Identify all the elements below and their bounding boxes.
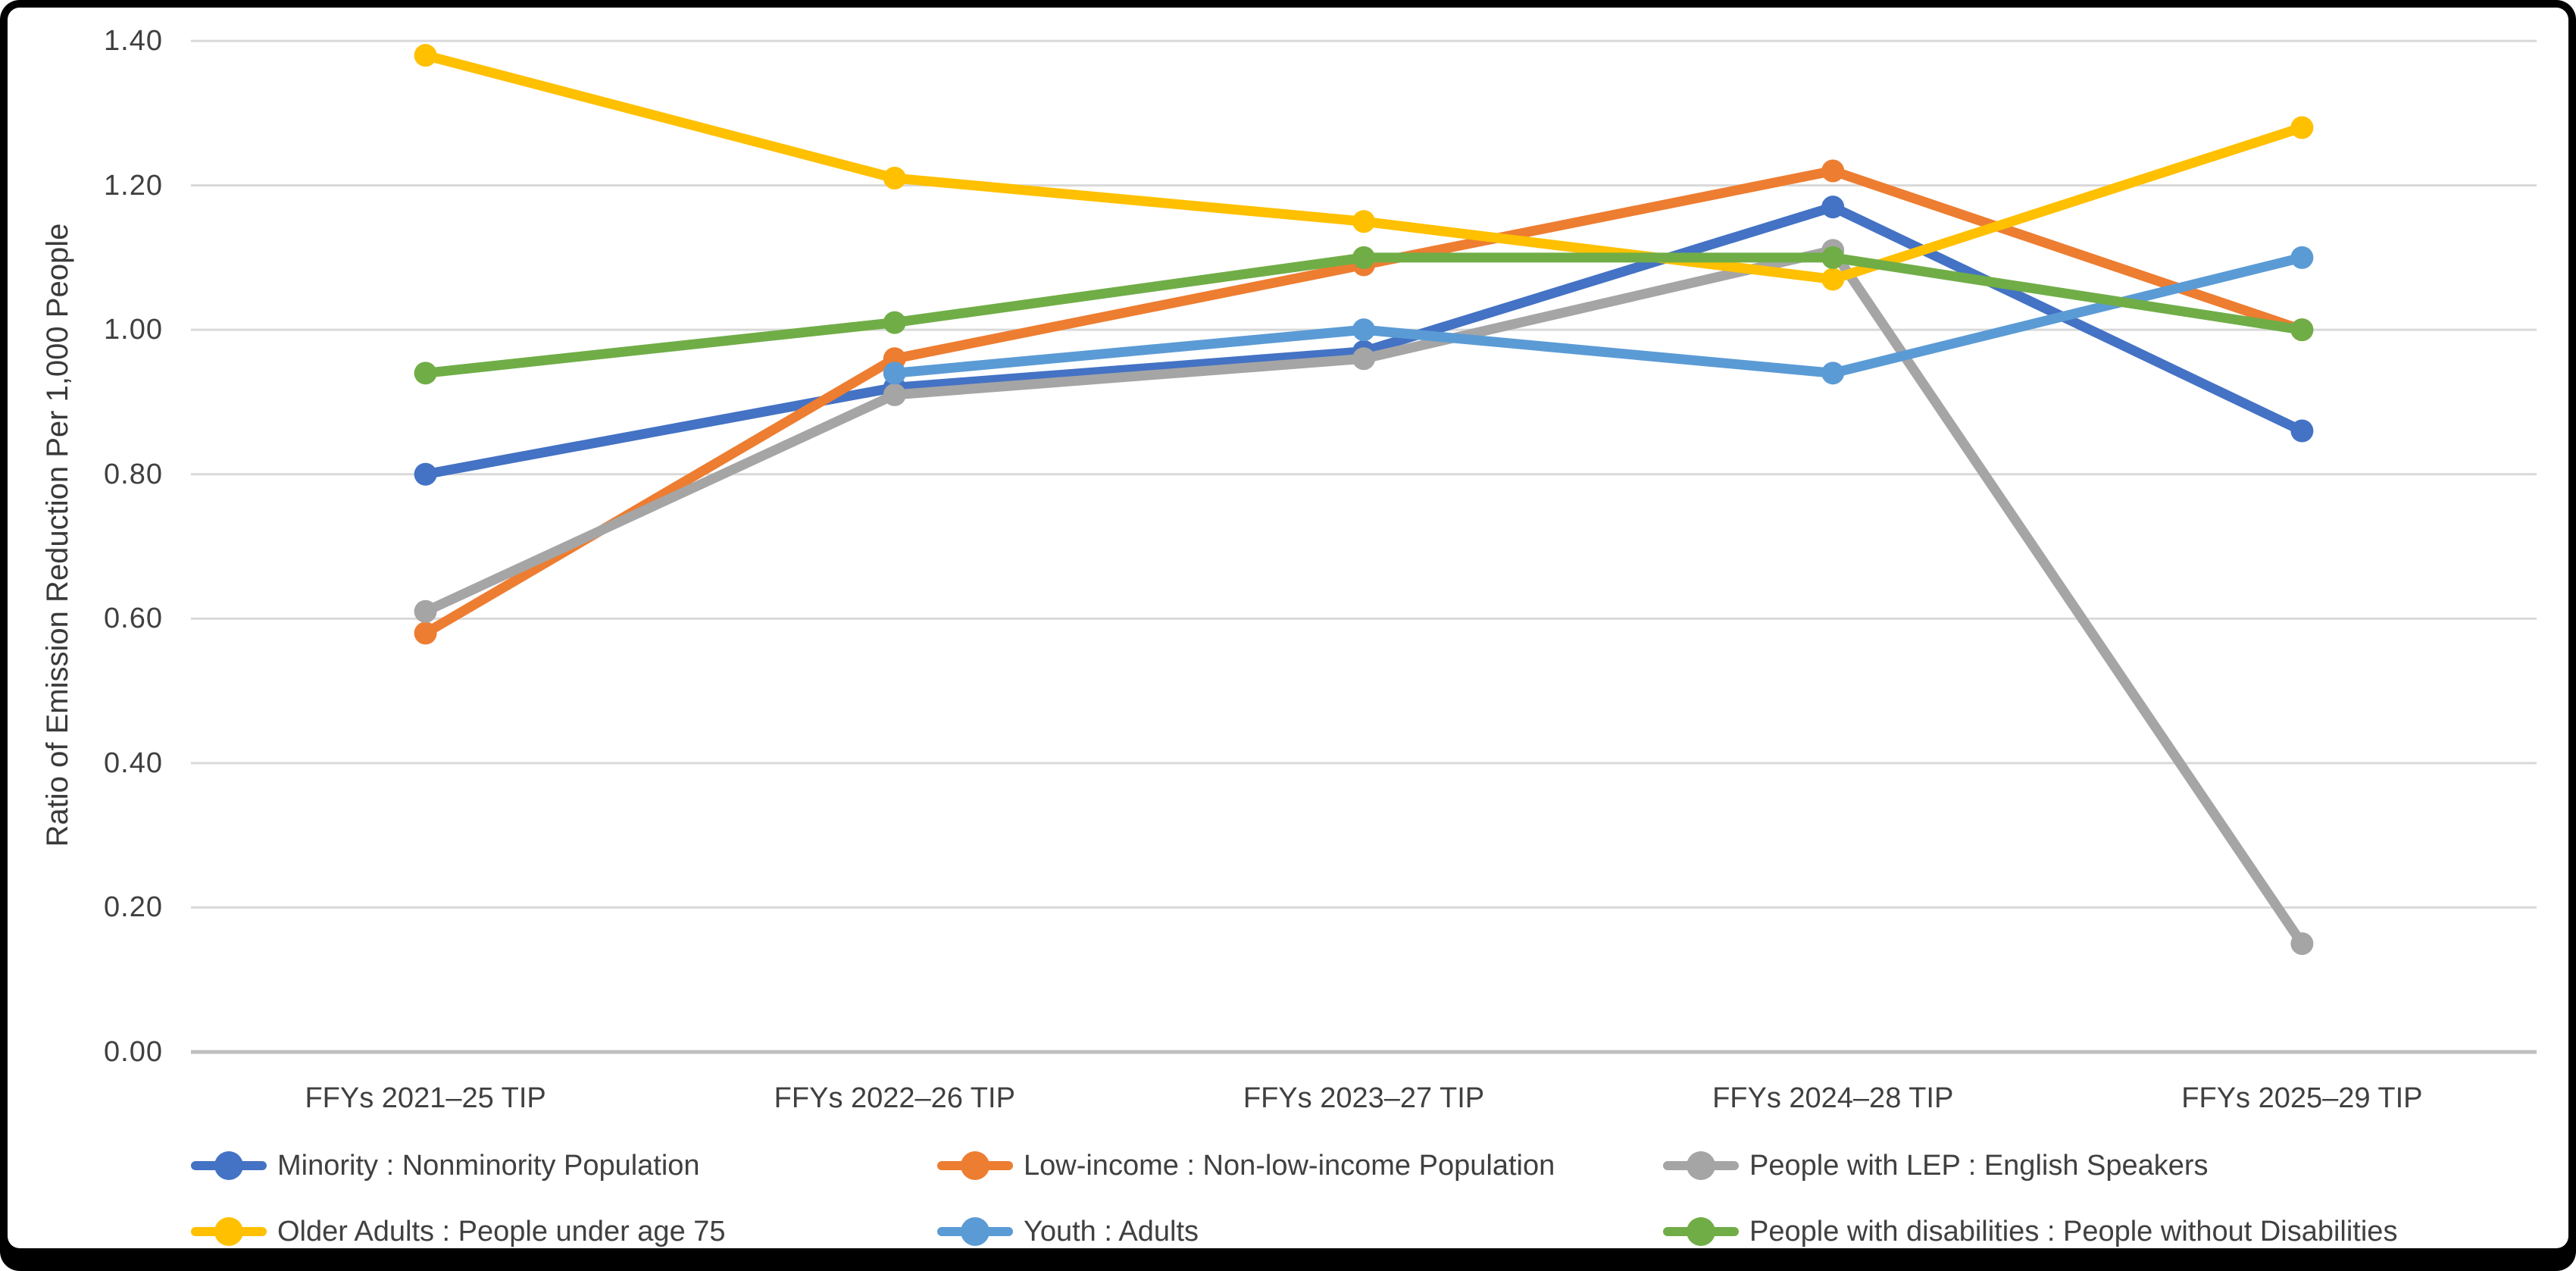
x-tick-label: FFYs 2023–27 TIP <box>1243 1082 1485 1114</box>
data-point-series-4 <box>2290 246 2314 269</box>
data-point-series-2 <box>1352 347 1375 371</box>
legend-item: Low-income : Non-low-income Population <box>937 1149 1555 1182</box>
data-point-series-5 <box>2290 318 2314 342</box>
legend-marker-icon <box>191 1149 267 1182</box>
y-tick-label: 1.20 <box>104 169 163 202</box>
x-tick-label: FFYs 2025–29 TIP <box>2181 1082 2423 1114</box>
legend-marker-icon <box>937 1215 1013 1248</box>
legend-label: Older Adults : People under age 75 <box>277 1215 726 1248</box>
x-tick-label: FFYs 2022–26 TIP <box>774 1082 1015 1114</box>
legend-item: People with disabilities : People withou… <box>1663 1215 2397 1248</box>
x-tick-label: FFYs 2024–28 TIP <box>1712 1082 1954 1114</box>
legend-marker-icon <box>1663 1215 1739 1248</box>
data-point-series-2 <box>2290 932 2314 956</box>
chart-canvas: 0.00 0.20 0.40 0.60 0.80 1.00 1.20 1.40 FFYs 20… <box>8 8 2568 1248</box>
y-tick-label: 0.40 <box>104 747 163 779</box>
series-line-1 <box>423 166 2304 637</box>
data-point-series-2 <box>883 383 906 406</box>
series-line-3 <box>424 50 2304 284</box>
data-point-series-1 <box>1821 159 1845 183</box>
legend-item: Minority : Nonminority Population <box>191 1149 700 1182</box>
data-point-series-0 <box>2290 419 2314 443</box>
data-point-series-0 <box>1821 196 1845 219</box>
legend-label: Low-income : Non-low-income Population <box>1024 1149 1555 1182</box>
legend-marker-icon <box>191 1215 267 1248</box>
data-point-series-5 <box>883 311 906 334</box>
data-point-series-3 <box>883 167 906 190</box>
data-point-series-3 <box>1352 210 1375 233</box>
data-point-series-3 <box>1821 268 1845 291</box>
data-point-series-4 <box>1352 318 1375 342</box>
legend-label: People with disabilities : People withou… <box>1749 1215 2398 1248</box>
y-tick-label: 0.80 <box>104 458 163 490</box>
legend-item: Older Adults : People under age 75 <box>191 1215 726 1248</box>
y-tick-label: 0.20 <box>104 891 163 924</box>
data-point-series-5 <box>1821 246 1845 269</box>
y-tick-label: 0.60 <box>104 603 163 635</box>
data-point-series-3 <box>2290 116 2314 139</box>
y-tick-label: 0.00 <box>104 1036 163 1068</box>
legend-label: People with LEP : English Speakers <box>1749 1149 2209 1182</box>
data-point-series-0 <box>414 462 437 486</box>
legend-marker-icon <box>1663 1149 1739 1182</box>
data-point-series-3 <box>414 44 437 67</box>
data-point-series-1 <box>414 621 437 645</box>
plot-area <box>191 39 2537 1054</box>
legend-item: Youth : Adults <box>937 1215 1199 1248</box>
data-point-series-5 <box>1352 246 1375 269</box>
legend-marker-icon <box>937 1149 1013 1182</box>
legend-label: Youth : Adults <box>1024 1215 1199 1248</box>
data-point-series-4 <box>883 362 906 385</box>
x-tick-label: FFYs 2021–25 TIP <box>305 1082 546 1114</box>
legend-item: People with LEP : English Speakers <box>1663 1149 2209 1182</box>
series-line-4 <box>894 252 2303 378</box>
data-point-series-4 <box>1821 362 1845 385</box>
y-axis-title: Ratio of Emission Reduction Per 1,000 Pe… <box>41 223 74 847</box>
legend-label: Minority : Nonminority Population <box>277 1149 700 1182</box>
data-point-series-2 <box>414 599 437 623</box>
y-tick-label: 1.00 <box>104 314 163 346</box>
y-tick-label: 1.40 <box>104 25 163 57</box>
data-point-series-5 <box>414 362 437 385</box>
